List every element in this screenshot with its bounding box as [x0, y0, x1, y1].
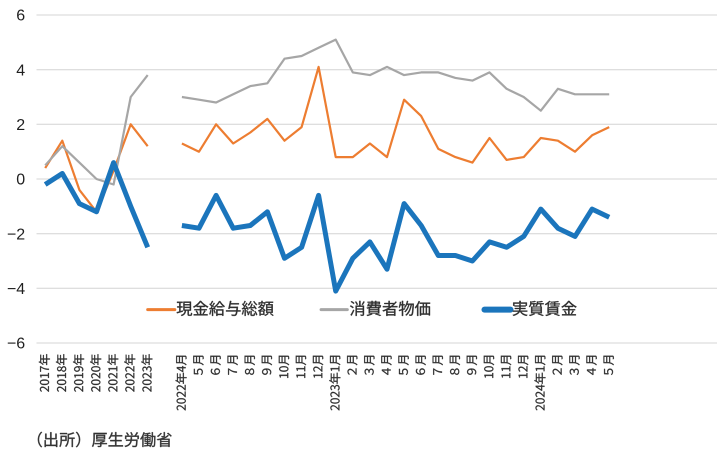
- svg-text:6: 6: [16, 8, 25, 25]
- svg-text:4: 4: [16, 62, 25, 79]
- svg-text:0: 0: [16, 172, 25, 189]
- svg-text:−2: −2: [7, 226, 25, 243]
- svg-text:−6: −6: [7, 336, 25, 353]
- svg-text:−4: −4: [7, 281, 25, 298]
- svg-text:2: 2: [16, 117, 25, 134]
